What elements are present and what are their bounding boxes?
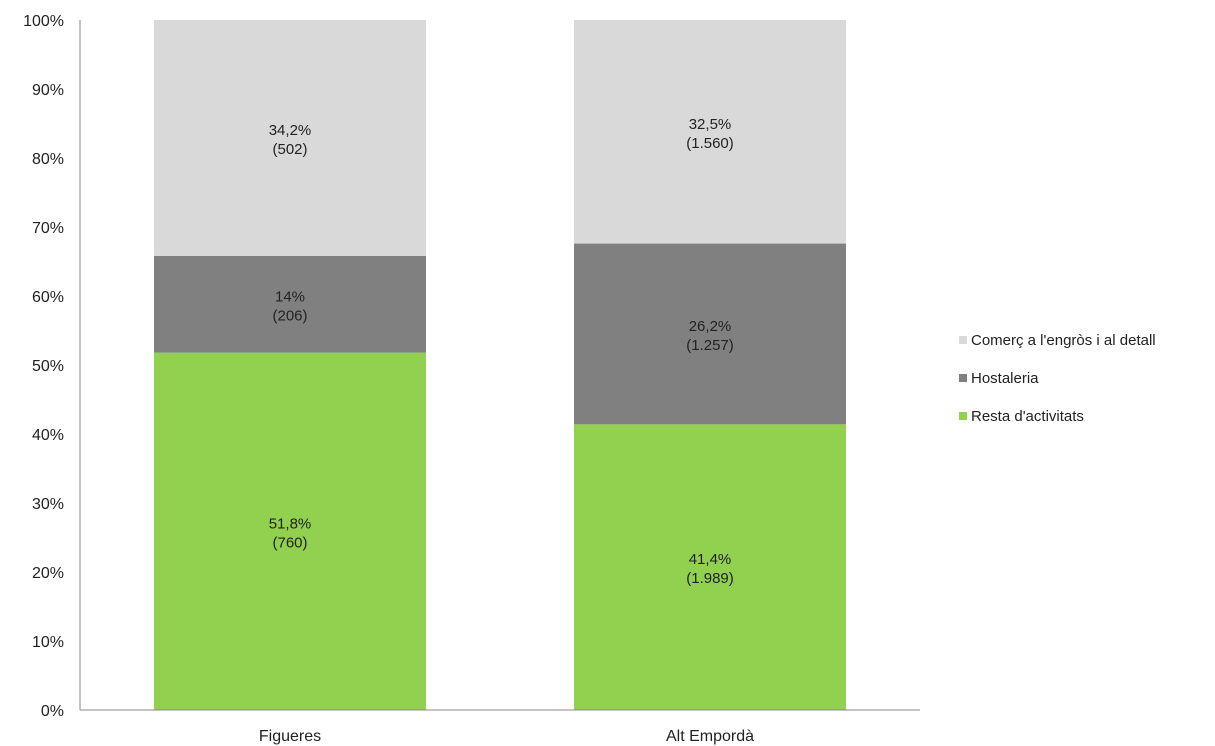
legend-label: Comerç a l'engròs i al detall xyxy=(971,332,1156,349)
legend: Comerç a l'engròs i al detall Hostaleria R… xyxy=(959,332,1156,425)
y-tick-label: 20% xyxy=(32,565,64,582)
legend-label: Hostaleria xyxy=(971,370,1039,387)
data-label-count: (502) xyxy=(272,141,307,158)
x-category-label: Figueres xyxy=(259,728,321,745)
bar-segment xyxy=(574,424,846,710)
y-tick-label: 80% xyxy=(32,151,64,168)
legend-label: Resta d'activitats xyxy=(971,408,1084,425)
x-axis-labels: Figueres Alt Empordà xyxy=(259,728,754,745)
data-label-percent: 26,2% xyxy=(689,318,732,335)
bar-segment xyxy=(154,255,426,353)
bar-segment xyxy=(574,20,846,244)
data-label-count: (1.257) xyxy=(686,337,734,354)
y-tick-label: 30% xyxy=(32,496,64,513)
y-tick-label: 50% xyxy=(32,358,64,375)
y-tick-label: 100% xyxy=(23,13,64,30)
data-label-count: (206) xyxy=(272,307,307,324)
data-label-count: (1.989) xyxy=(686,570,734,587)
bars xyxy=(154,20,846,710)
bar-segment xyxy=(574,243,846,425)
legend-swatch xyxy=(959,374,967,382)
legend-swatch xyxy=(959,336,967,344)
data-label-percent: 34,2% xyxy=(269,122,312,139)
y-tick-label: 40% xyxy=(32,427,64,444)
y-tick-label: 90% xyxy=(32,82,64,99)
data-label-count: (1.560) xyxy=(686,135,734,152)
data-label-percent: 14% xyxy=(275,288,305,305)
y-tick-label: 60% xyxy=(32,289,64,306)
data-label-count: (760) xyxy=(272,534,307,551)
data-label-percent: 41,4% xyxy=(689,551,732,568)
data-label-percent: 32,5% xyxy=(689,116,732,133)
x-category-label: Alt Empordà xyxy=(666,728,754,745)
bar-segment xyxy=(154,352,426,710)
y-tick-label: 10% xyxy=(32,634,64,651)
y-axis-ticks: 0% 10% 20% 30% 40% 50% 60% 70% 80% 90% 100% xyxy=(23,13,64,720)
y-tick-label: 0% xyxy=(41,703,64,720)
bar-segment xyxy=(154,20,426,256)
data-label-percent: 51,8% xyxy=(269,515,312,532)
data-labels: 51,8% (760) 14% (206) 34,2% (502) 41,4% (1.989)… xyxy=(269,116,734,587)
legend-swatch xyxy=(959,412,967,420)
y-tick-label: 70% xyxy=(32,220,64,237)
